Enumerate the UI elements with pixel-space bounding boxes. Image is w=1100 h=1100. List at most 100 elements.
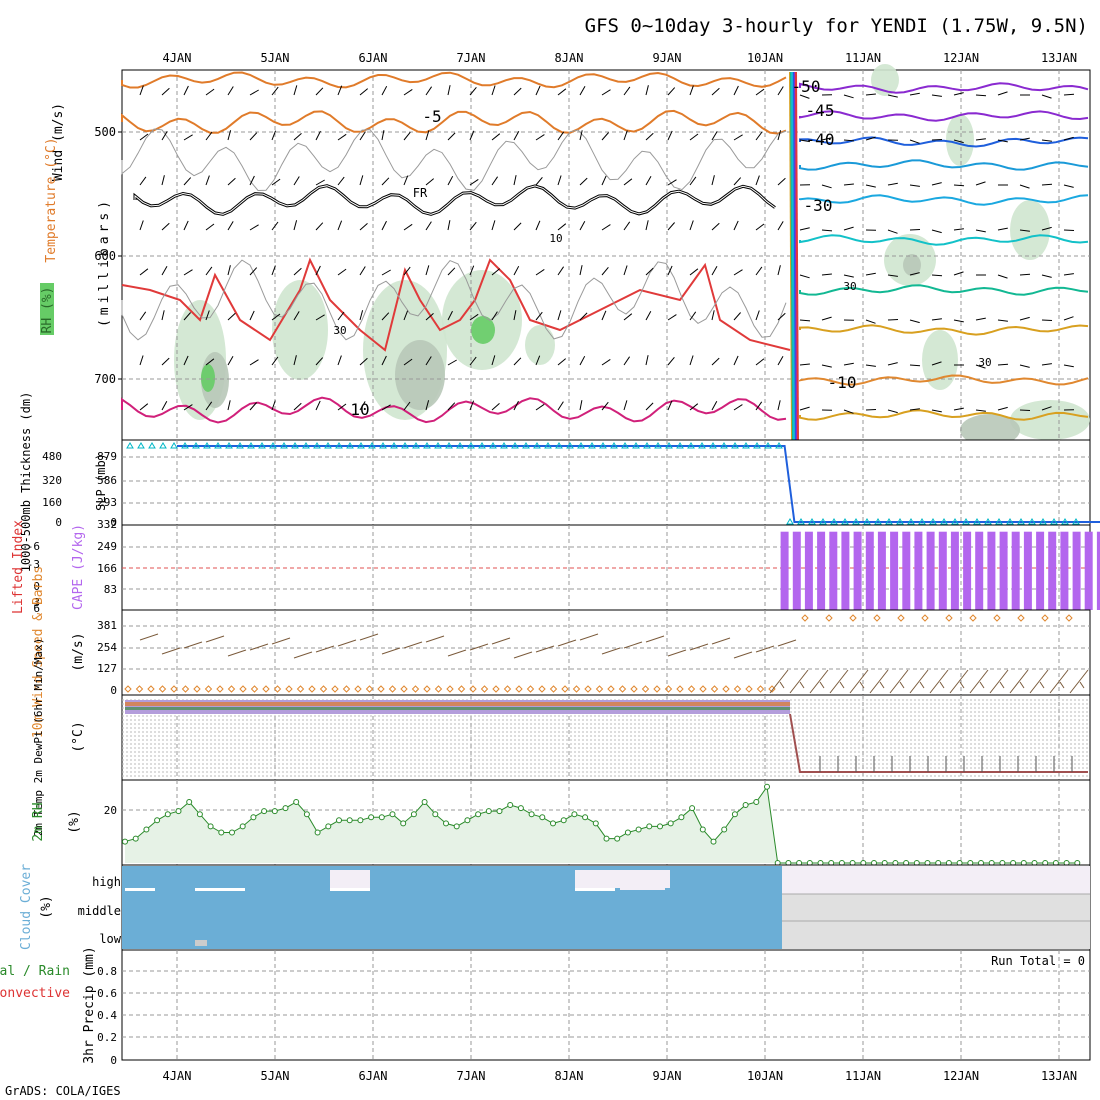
wind10m-marker: [434, 685, 443, 693]
cape-bar: [950, 531, 959, 610]
cape-bar: [926, 531, 935, 610]
wind-barb: [557, 266, 565, 276]
precip-tick: 0.8: [97, 965, 117, 978]
thickness-marker: [863, 518, 871, 525]
wind-barb: [601, 224, 611, 231]
cape-bar: [877, 531, 886, 610]
wind-barb: [381, 355, 387, 366]
wind-barb: [843, 183, 854, 186]
thickness-marker: [401, 442, 409, 449]
thickness-marker: [445, 442, 453, 449]
wind10m-barb: [315, 645, 335, 653]
wind-barb: [491, 268, 501, 276]
wind-barb: [425, 86, 433, 96]
red-contour: [121, 257, 791, 352]
wind-barb: [755, 175, 760, 186]
temperature-contour: [121, 259, 787, 341]
contour-label: 30: [843, 280, 856, 293]
thickness-marker: [170, 442, 178, 449]
cape-bar: [829, 531, 838, 610]
wind-barb: [161, 87, 170, 96]
rh2m-point: [207, 823, 214, 830]
thickness-marker: [379, 442, 387, 449]
rh2m-axis-label: 2m RH: [31, 802, 46, 841]
precip-tick: 0.2: [97, 1031, 117, 1044]
rh2m-point: [346, 817, 353, 824]
wind10m-barb: [469, 643, 489, 651]
thickness-marker: [555, 442, 563, 449]
wind-barb: [601, 266, 609, 276]
rh2m-point: [657, 823, 663, 830]
temp2m-unit-label: (°C): [71, 721, 86, 752]
rh2m-point: [239, 823, 246, 830]
wind-barb: [975, 317, 986, 321]
wind10m-marker: [377, 685, 385, 693]
wind-barb: [425, 178, 435, 186]
wind10m-barb: [949, 669, 969, 694]
wind-barb: [909, 408, 920, 411]
wind10m-tick: 381: [97, 619, 117, 632]
cloud-unit-label: (%): [39, 895, 54, 918]
rh2m-point: [368, 814, 375, 821]
wind-barb: [337, 85, 343, 96]
wind10m-marker: [969, 614, 977, 622]
wind-barb: [909, 229, 921, 231]
wind10m-barb: [1029, 669, 1049, 694]
thickness-marker: [313, 442, 321, 449]
wind-barb: [821, 316, 832, 321]
wind10m-marker: [676, 685, 684, 693]
wind10m-marker: [296, 685, 305, 693]
wind-barb: [645, 402, 654, 411]
rh2m-point: [389, 811, 396, 818]
wind-barb: [469, 86, 477, 96]
rh2m-point: [753, 799, 760, 805]
rh2m-point: [453, 823, 460, 830]
slp-line: [177, 445, 1100, 523]
thickness-marker: [159, 442, 167, 449]
wind-barb: [249, 175, 255, 186]
precip-axis-label-conv: Convective: [0, 986, 70, 1001]
thickness-marker: [544, 442, 552, 449]
thickness-tick: 0: [55, 516, 62, 529]
wind-barb: [843, 274, 854, 278]
wind-barb: [359, 223, 368, 231]
wind10m-barb: [733, 651, 753, 659]
cape-bar: [890, 531, 899, 610]
bottom-date-label-12JAN: 12JAN: [943, 1069, 979, 1083]
cloud-level-low: low: [99, 932, 121, 946]
wind10m-barb: [183, 641, 203, 649]
thickness-marker: [610, 442, 618, 449]
wind-barb: [491, 133, 501, 141]
thickness-marker: [1006, 518, 1014, 525]
wind-barb: [337, 403, 347, 411]
wind10m-barb: [161, 647, 181, 655]
rh2m-point: [421, 799, 428, 805]
wind-barb: [139, 268, 149, 276]
wind10m-barb: [789, 669, 809, 694]
contour-labels: -5 FR 10 10 30 30 30 -50 -45 -40 -30 -10: [333, 77, 991, 419]
temperature-contour: [121, 128, 787, 192]
wind-barb: [249, 224, 259, 231]
wind-barb: [821, 137, 832, 141]
top-date-label-8JAN: 8JAN: [555, 51, 584, 65]
wind10m-marker: [630, 685, 638, 693]
wind10m-barb: [859, 681, 865, 689]
rh2m-point: [550, 820, 556, 827]
wind10m-axis-label: 10m Wind Speed & Barbs: [31, 566, 46, 738]
wind-barb: [183, 220, 189, 231]
wind-barb: [931, 409, 942, 413]
rh2m-point: [250, 814, 257, 821]
cape-bar: [780, 531, 789, 610]
wind-barb: [271, 221, 279, 231]
cloud-axis-label: Cloud Cover: [19, 864, 34, 950]
wind-barb: [997, 363, 1009, 366]
temperature-contour: [799, 234, 1089, 246]
rh-axis-label: RH (%): [40, 287, 55, 334]
rh2m-unit-label: (%): [67, 810, 82, 833]
wind-barb: [183, 312, 191, 321]
temperature-contour: [799, 194, 1089, 206]
li-tick: -3: [27, 558, 40, 571]
wind-barb: [733, 269, 743, 276]
rh-legend-swatch: [40, 283, 54, 335]
contour-label: -5: [422, 107, 441, 126]
